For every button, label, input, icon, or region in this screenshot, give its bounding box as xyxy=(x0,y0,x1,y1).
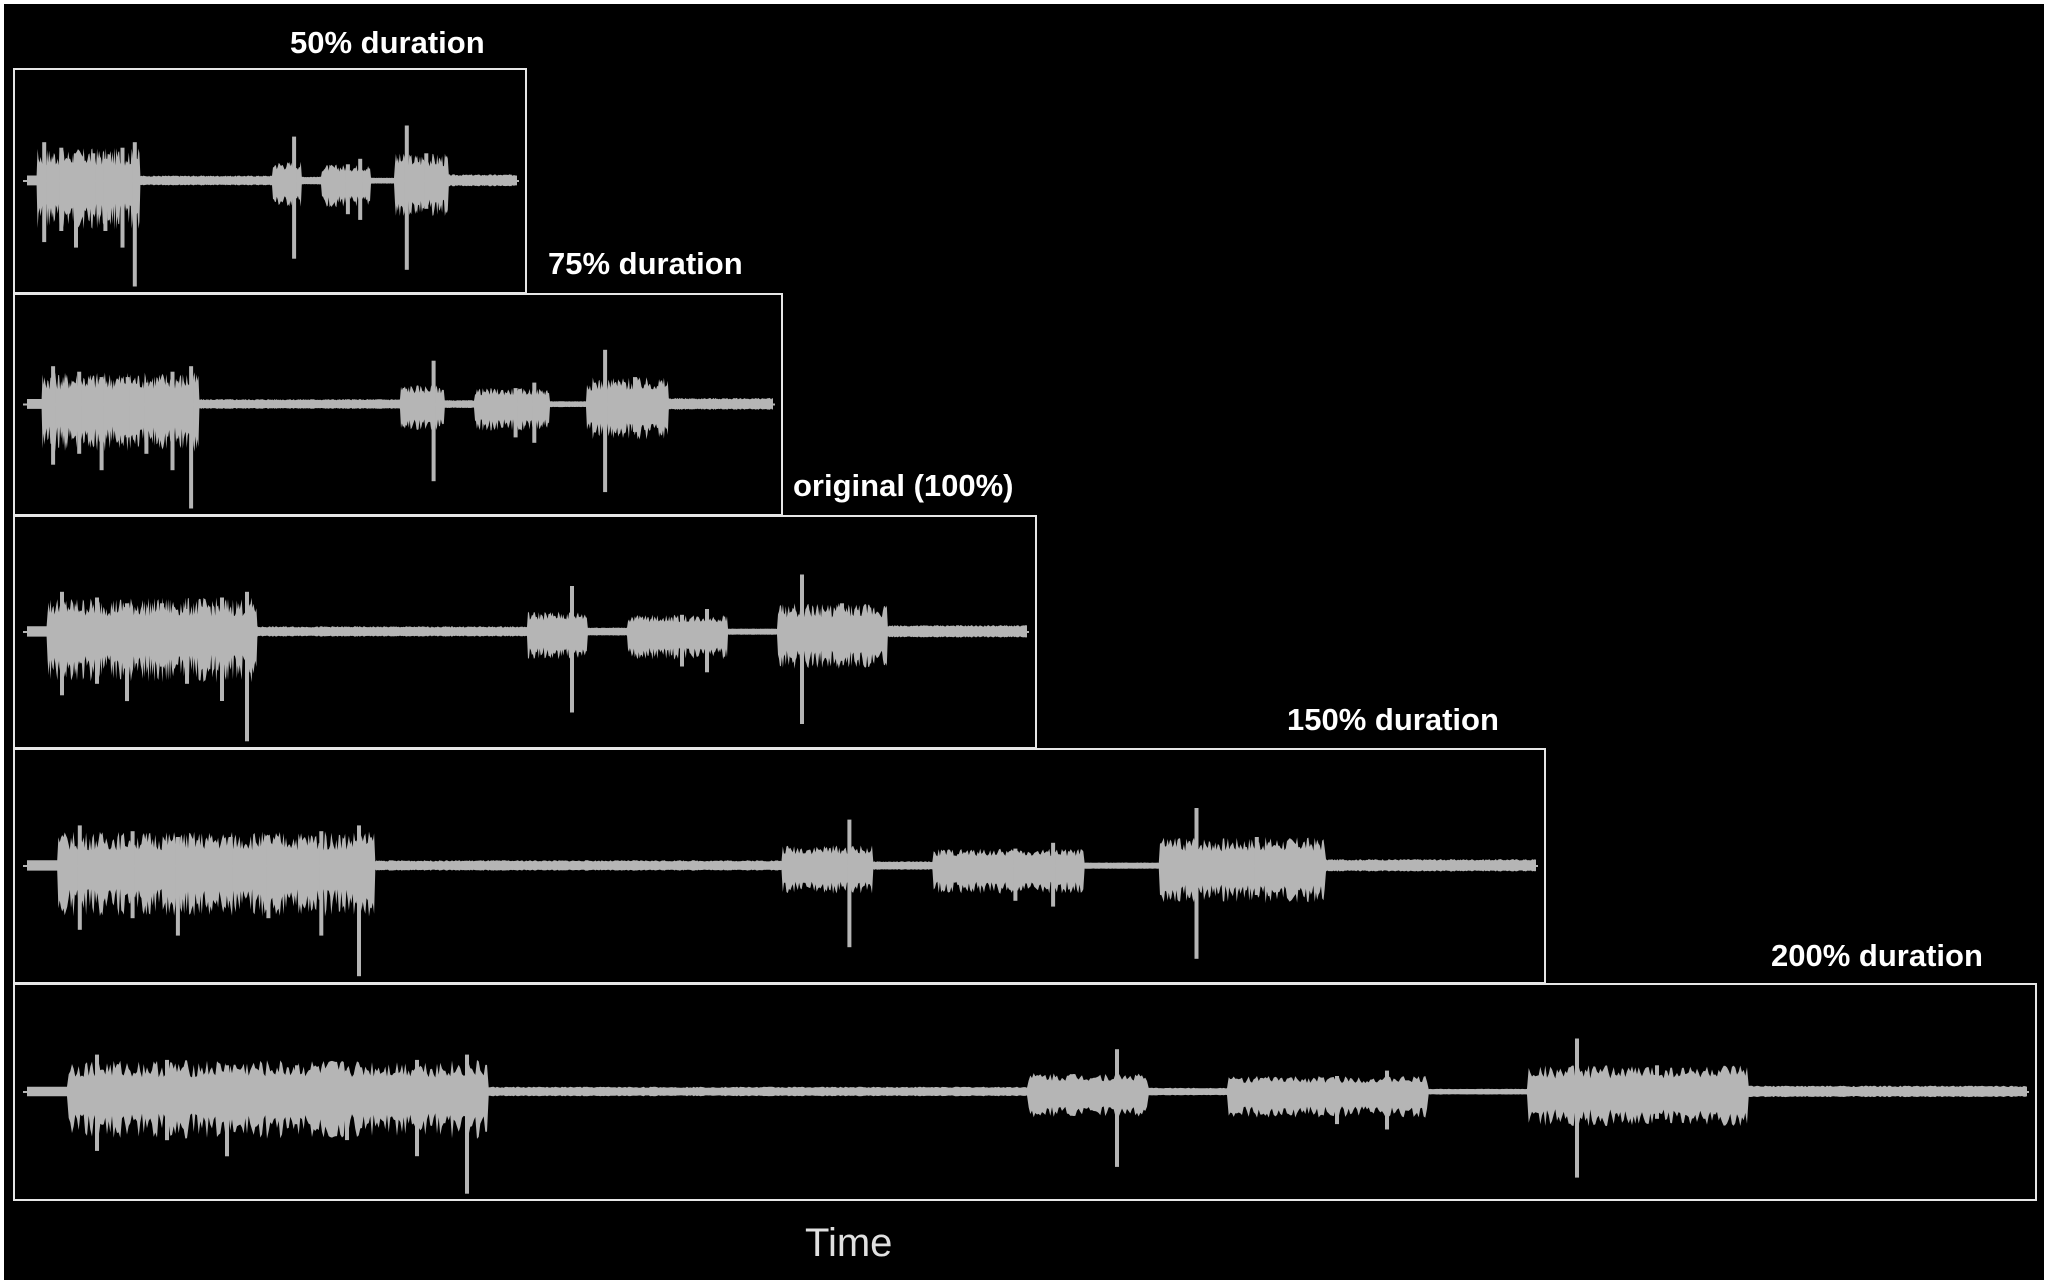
waveform-spike xyxy=(99,377,104,471)
waveform-spike xyxy=(189,366,194,509)
waveform-envelope xyxy=(27,147,517,230)
waveform-spike xyxy=(130,831,135,919)
waveform-spike xyxy=(1575,1038,1579,1178)
waveform-spike xyxy=(431,360,436,482)
waveform-spike xyxy=(165,1059,169,1141)
time-axis-label: Time xyxy=(805,1221,893,1265)
waveform-spike xyxy=(800,574,804,724)
waveform-envelope xyxy=(27,597,1027,683)
waveform-spike xyxy=(1115,1049,1119,1167)
waveform-spike xyxy=(532,382,537,443)
waveform-spike xyxy=(144,382,149,454)
waveform-spike xyxy=(345,164,350,215)
waveform-frame-50 xyxy=(13,68,527,294)
waveform-spike xyxy=(77,825,82,930)
waveform-spike xyxy=(404,125,409,270)
waveform-spike xyxy=(125,603,129,702)
waveform-frame-200 xyxy=(13,983,2037,1201)
waveform-spike xyxy=(42,142,47,243)
waveform-spike xyxy=(175,837,180,936)
waveform-spike xyxy=(603,349,608,493)
waveform-spike xyxy=(60,591,64,696)
waveform-spike xyxy=(95,597,99,684)
waveform-spike xyxy=(465,1054,469,1194)
waveform-original xyxy=(23,574,1029,742)
waveform-spike xyxy=(358,158,363,220)
waveform-spike xyxy=(1013,848,1018,901)
waveform-spike xyxy=(95,1054,99,1151)
waveform-spike xyxy=(319,831,324,936)
label-200-duration: 200% duration xyxy=(1771,938,1983,973)
waveform-spike xyxy=(266,842,271,919)
waveform-spike xyxy=(1335,1076,1339,1125)
waveform-spike xyxy=(59,147,64,231)
waveform-spike xyxy=(357,825,361,977)
waveform-spike xyxy=(125,377,130,438)
waveform-spike xyxy=(51,366,56,465)
waveform-75 xyxy=(23,349,775,509)
waveform-spike xyxy=(295,1065,299,1125)
waveform-spike xyxy=(1194,808,1199,959)
waveform-envelope xyxy=(27,372,773,452)
waveform-spike xyxy=(160,603,164,667)
waveform-spike xyxy=(77,371,82,454)
waveform-spike xyxy=(132,142,137,287)
waveform-spike xyxy=(225,1065,229,1157)
waveform-spike xyxy=(185,609,189,684)
waveform-spike xyxy=(228,837,233,901)
waveform-spike xyxy=(120,147,125,248)
waveform-spike xyxy=(103,158,108,231)
waveform-frame-150 xyxy=(13,748,1546,984)
waveform-spike xyxy=(705,609,709,673)
waveform-spike xyxy=(345,1070,349,1141)
waveform-spike xyxy=(170,371,175,471)
waveform-spike xyxy=(847,819,852,948)
waveform-spike xyxy=(292,136,297,259)
waveform-frame-75 xyxy=(13,293,783,516)
waveform-spike xyxy=(1385,1070,1389,1130)
waveform-spike xyxy=(220,597,224,701)
label-original: original (100%) xyxy=(793,468,1014,503)
waveform-spike xyxy=(680,614,684,667)
waveform-50 xyxy=(23,125,519,287)
waveform-frame-original xyxy=(13,515,1037,749)
waveform-envelope xyxy=(27,831,1536,917)
waveform-spike xyxy=(513,388,518,438)
waveform-spike xyxy=(91,153,96,215)
waveform-spike xyxy=(415,1059,419,1157)
waveform-spike xyxy=(74,153,78,248)
waveform-spike xyxy=(245,591,249,742)
waveform-spike xyxy=(570,586,574,713)
label-75-duration: 75% duration xyxy=(548,246,743,281)
waveform-150 xyxy=(23,808,1538,977)
waveform-envelope xyxy=(27,1060,2027,1139)
waveform-200 xyxy=(23,1038,2029,1194)
label-150-duration: 150% duration xyxy=(1287,702,1499,737)
waveform-spike xyxy=(1051,842,1056,907)
label-50-duration: 50% duration xyxy=(290,25,485,60)
